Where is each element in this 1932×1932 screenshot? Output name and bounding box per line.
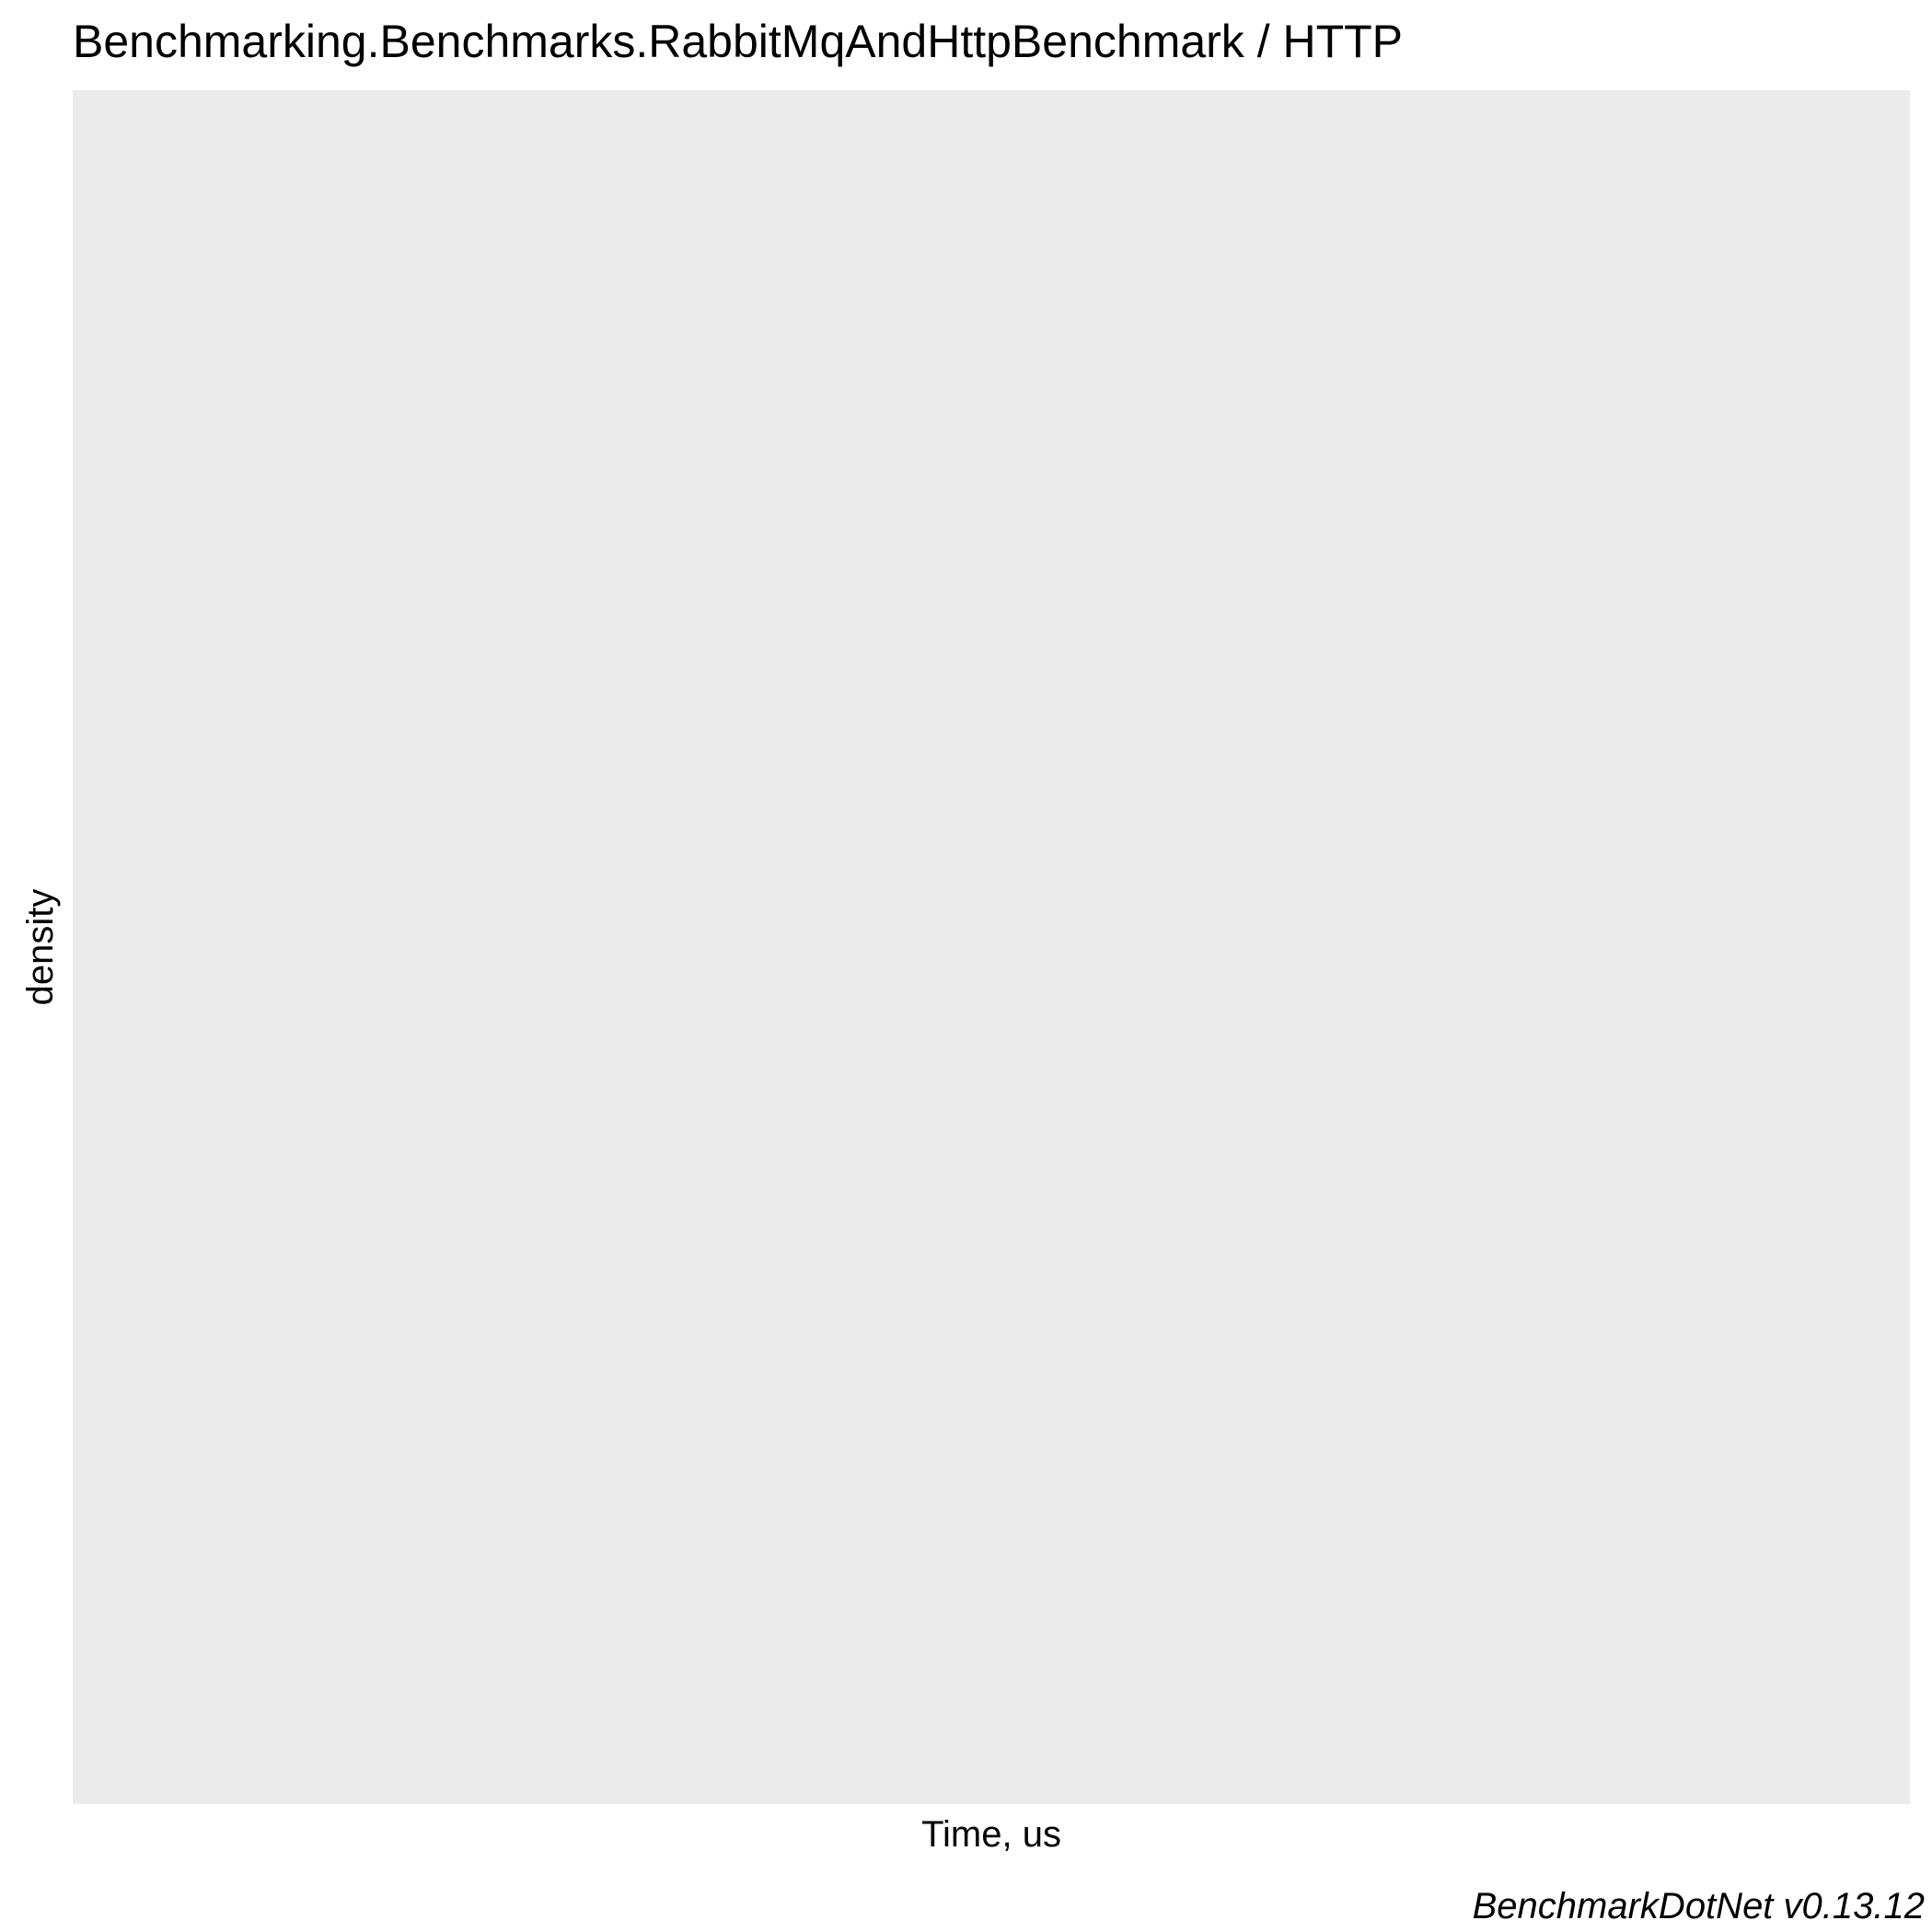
chart-caption: BenchmarkDotNet v0.13.12 [1472, 1886, 1925, 1926]
plot-panel [73, 90, 1910, 1804]
x-axis-label: Time, us [921, 1814, 1061, 1855]
y-axis-label: density [20, 888, 61, 1006]
chart-title: Benchmarking.Benchmarks.RabbitMqAndHttpB… [73, 16, 1404, 67]
